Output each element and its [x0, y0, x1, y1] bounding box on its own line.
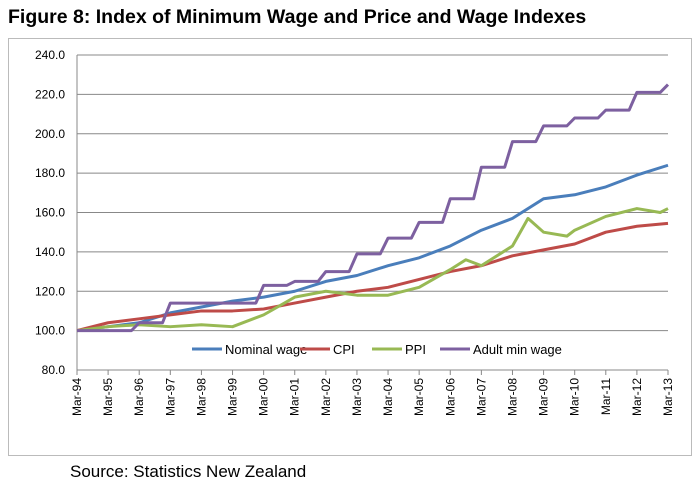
- series-line-adult-min-wage: [77, 83, 670, 333]
- x-tick-label: Mar-09: [537, 378, 551, 416]
- chart-title: Figure 8: Index of Minimum Wage and Pric…: [8, 6, 587, 28]
- x-tick-label: Mar-08: [505, 378, 519, 416]
- y-tick-label: 140.0: [35, 245, 65, 259]
- y-tick-label: 180.0: [35, 166, 65, 180]
- series-line-cpi: [76, 221, 669, 333]
- y-tick-label: 120.0: [35, 284, 65, 298]
- x-tick-label: Mar-02: [319, 378, 333, 416]
- y-tick-label: 220.0: [35, 87, 65, 101]
- legend-label: Nominal wage: [225, 342, 307, 357]
- x-tick-label: Mar-97: [163, 378, 177, 416]
- legend-label: PPI: [405, 342, 426, 357]
- chart-frame: [8, 38, 692, 456]
- y-tick-label: 160.0: [35, 206, 65, 220]
- y-tick-label: 200.0: [35, 127, 65, 141]
- x-tick-label: Mar-05: [412, 378, 426, 416]
- x-tick-label: Mar-12: [630, 378, 644, 416]
- y-tick-label: 240.0: [35, 48, 65, 62]
- x-tick-label: Mar-06: [443, 378, 457, 416]
- x-tick-label: Mar-10: [568, 378, 582, 416]
- x-tick-label: Mar-03: [350, 378, 364, 416]
- x-tick-label: Mar-98: [194, 378, 208, 416]
- source-note: Source: Statistics New Zealand: [70, 462, 307, 481]
- x-tick-label: Mar-00: [257, 378, 271, 416]
- x-tick-label: Mar-04: [381, 378, 395, 416]
- x-tick-label: Mar-99: [226, 378, 240, 416]
- x-tick-label: Mar-96: [132, 378, 146, 416]
- x-tick-label: Mar-11: [599, 378, 613, 415]
- y-tick-label: 80.0: [42, 363, 66, 377]
- legend-label: CPI: [333, 342, 355, 357]
- series-line-ppi: [76, 207, 669, 333]
- legend-label: Adult min wage: [473, 342, 562, 357]
- y-tick-label: 100.0: [35, 324, 65, 338]
- x-tick-label: Mar-07: [474, 378, 488, 416]
- x-tick-label: Mar-94: [70, 378, 84, 416]
- x-tick-label: Mar-13: [661, 378, 675, 416]
- x-tick-label: Mar-95: [101, 378, 115, 416]
- series-line-nominal-wage: [76, 163, 669, 333]
- x-tick-label: Mar-01: [288, 378, 302, 416]
